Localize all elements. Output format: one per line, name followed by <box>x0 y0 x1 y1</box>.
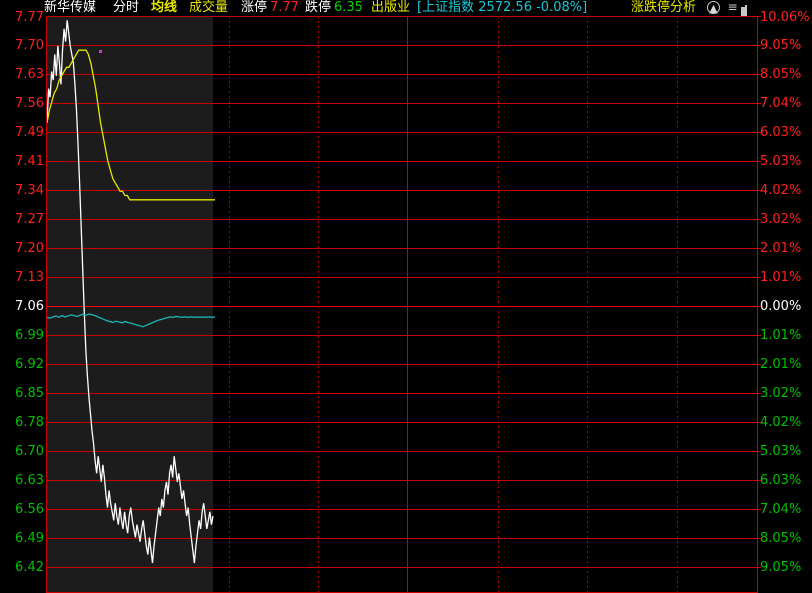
axis-label-left: 7.70 <box>15 38 44 53</box>
panel-toggle-icon[interactable] <box>745 5 747 16</box>
gridline-h <box>47 132 757 133</box>
limit-analysis-link[interactable]: 涨跌停分析 <box>631 0 697 15</box>
gridline-v <box>229 16 230 593</box>
axis-label-right: 5.03% <box>760 154 802 169</box>
gridline-h <box>47 364 757 365</box>
axis-label-right: 2.01% <box>760 357 802 372</box>
circle-up-arrow-icon[interactable]: ▲ <box>707 1 720 15</box>
axis-label-left: 6.92 <box>15 357 44 372</box>
axis-label-right: 3.02% <box>760 386 802 401</box>
axis-label-right: 6.03% <box>760 125 802 140</box>
gridline-reference-price <box>47 306 757 307</box>
average-price-line <box>47 49 215 201</box>
ma-toggle[interactable]: 均线 <box>151 0 178 15</box>
gridline-h <box>47 451 757 452</box>
axis-label-right: 9.05% <box>760 560 802 575</box>
volume-toggle[interactable]: 成交量 <box>189 0 229 15</box>
axis-label-left: 6.63 <box>15 473 44 488</box>
gridline-h <box>47 74 757 75</box>
axis-label-right: 6.03% <box>760 473 802 488</box>
index-summary[interactable]: [上证指数 2572.56 -0.08%] <box>417 0 588 15</box>
stock-name-label[interactable]: 新华传媒 <box>44 0 97 15</box>
gridline-v-midday <box>407 16 408 593</box>
limit-up-value: 7.77 <box>270 0 299 15</box>
axis-label-right: 4.02% <box>760 415 802 430</box>
gridline-h <box>47 248 757 249</box>
axis-label-left: 7.49 <box>15 125 44 140</box>
chart-titlebar: 新华传媒 分时 均线 成交量 涨停 7.77 跌停 6.35 出版业 [上证指数… <box>0 0 812 16</box>
limit-down-label: 跌停 <box>305 0 332 15</box>
axis-label-left: 7.34 <box>15 183 44 198</box>
axis-label-right: 4.02% <box>760 183 802 198</box>
axis-label-left: 6.70 <box>15 444 44 459</box>
limit-down-value: 6.35 <box>334 0 363 15</box>
axis-label-left: 7.27 <box>15 212 44 227</box>
gridline-h <box>47 103 757 104</box>
axis-label-right: 7.04% <box>760 502 802 517</box>
axis-label-left: 7.13 <box>15 270 44 285</box>
axis-label-right: 1.01% <box>760 270 802 285</box>
axis-label-left: 6.49 <box>15 531 44 546</box>
gridline-h <box>47 161 757 162</box>
price-line <box>47 20 214 564</box>
axis-label-left: 6.78 <box>15 415 44 430</box>
gridline-v <box>318 16 319 593</box>
marker-dot-icon <box>99 50 102 53</box>
industry-link[interactable]: 出版业 <box>371 0 411 15</box>
axis-label-left: 6.56 <box>15 502 44 517</box>
gridline-h <box>47 509 757 510</box>
gridline-h <box>47 335 757 336</box>
limit-up-label: 涨停 <box>241 0 268 15</box>
price-series-svg <box>47 20 216 564</box>
gridline-h <box>47 567 757 568</box>
axis-label-right: 2.01% <box>760 241 802 256</box>
axis-label-left: 6.42 <box>15 560 44 575</box>
axis-label-right: 9.05% <box>760 38 802 53</box>
axis-label-right: 8.05% <box>760 531 802 546</box>
gridline-h <box>47 16 757 17</box>
session-shade-region <box>47 16 213 593</box>
gridline-h <box>47 219 757 220</box>
axis-label-right: 5.03% <box>760 444 802 459</box>
axis-label-left-reference: 7.06 <box>15 299 44 314</box>
index-line <box>47 313 216 328</box>
axis-label-right: 3.02% <box>760 212 802 227</box>
axis-label-left: 7.63 <box>15 67 44 82</box>
gridline-v <box>587 16 588 593</box>
axis-label-left: 6.99 <box>15 328 44 343</box>
axis-label-right: 1.01% <box>760 328 802 343</box>
hamburger-menu-icon[interactable]: ≡ <box>727 0 738 14</box>
gridline-h <box>47 45 757 46</box>
gridline-h <box>47 538 757 539</box>
gridline-v <box>677 16 678 593</box>
axis-label-left: 7.20 <box>15 241 44 256</box>
axis-label-right: 8.05% <box>760 67 802 82</box>
intraday-plot-area[interactable] <box>46 16 758 593</box>
axis-label-left: 6.85 <box>15 386 44 401</box>
axis-label-left: 7.56 <box>15 96 44 111</box>
gridline-h <box>47 277 757 278</box>
gridline-h <box>47 480 757 481</box>
axis-label-left: 7.41 <box>15 154 44 169</box>
gridline-h <box>47 422 757 423</box>
gridline-v <box>498 16 499 593</box>
axis-label-right-reference: 0.00% <box>760 299 802 314</box>
gridline-h <box>47 190 757 191</box>
gridline-h <box>47 393 757 394</box>
mode-tab-intraday[interactable]: 分时 <box>113 0 140 15</box>
axis-label-right: 7.04% <box>760 96 802 111</box>
